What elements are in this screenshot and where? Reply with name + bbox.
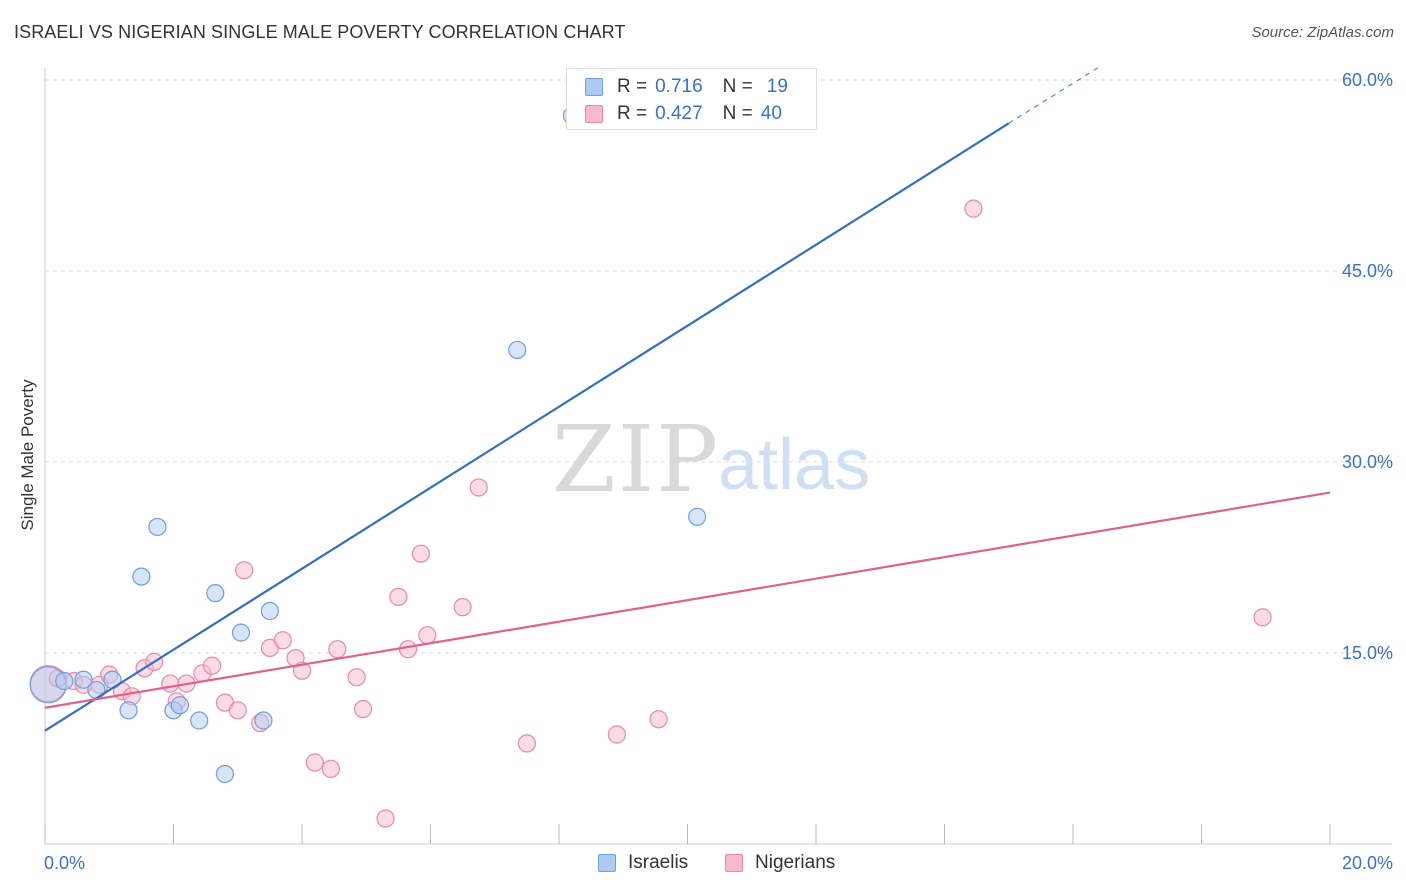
nigerians-point-38	[964, 199, 983, 218]
y-tick-label-3: 60.0%	[1342, 70, 1393, 90]
israelis-point-7	[148, 517, 167, 537]
y-tick-label-2: 45.0%	[1342, 261, 1393, 281]
israelis-legend-label: Israelis	[628, 852, 689, 873]
nigerians-point-35	[517, 734, 536, 753]
trend-lines	[44, 66, 1331, 732]
source-label: Source: ZipAtlas.com	[1251, 24, 1394, 41]
nigerians-point-39	[1253, 608, 1272, 627]
legend-row-israelis: R = 0.716 N = 19	[585, 76, 788, 98]
nigerians-points	[29, 199, 1272, 828]
israelis-point-14	[254, 711, 273, 730]
israelis-swatch	[585, 78, 603, 96]
nigerians-legend-swatch	[725, 854, 743, 872]
israelis-point-11	[206, 584, 225, 603]
israelis-point-13	[231, 623, 251, 642]
nigerians-point-23	[305, 753, 324, 772]
nigerians-r-value: 0.427	[655, 103, 703, 124]
watermark-atlas: atlas	[718, 425, 870, 505]
watermark: ZIP atlas	[552, 406, 870, 513]
nigerians-point-29	[389, 587, 408, 607]
israelis-point-2	[74, 670, 93, 689]
israelis-point-16	[508, 340, 527, 360]
israelis-point-9	[170, 696, 190, 715]
y-tick-label-0: 15.0%	[1342, 643, 1393, 663]
israelis-point-15	[260, 601, 279, 621]
x-tick-label-1: 20.0%	[1342, 853, 1393, 873]
nigerians-point-24	[321, 759, 341, 778]
nigerians-point-31	[411, 544, 430, 563]
israelis-points	[29, 106, 707, 784]
nigerians-n-label: N =	[722, 103, 753, 124]
nigerians-point-26	[347, 668, 366, 687]
israelis-n-value: 19	[766, 76, 788, 97]
legend-row-nigerians: R = 0.427 N = 40	[585, 103, 782, 125]
israelis-point-3	[87, 680, 106, 700]
nigerians-point-17	[235, 561, 254, 580]
nigerians-point-27	[353, 699, 373, 719]
israelis-r-label: R =	[617, 76, 648, 97]
nigerians-swatch	[585, 105, 603, 123]
legend-item-nigerians[interactable]: Nigerians	[725, 852, 835, 874]
nigerians-point-22	[292, 661, 312, 680]
legend-item-israelis[interactable]: Israelis	[598, 852, 688, 874]
nigerians-r-label: R =	[617, 103, 648, 124]
nigerians-point-34	[469, 478, 488, 497]
nigerians-legend-label: Nigerians	[755, 852, 836, 873]
chart-title: ISRAELI VS NIGERIAN SINGLE MALE POVERTY …	[14, 22, 626, 42]
nigerians-point-25	[328, 640, 347, 659]
watermark-zip: ZIP	[552, 406, 720, 513]
israelis-trend-extension	[1008, 66, 1100, 124]
y-axis-label: Single Male Poverty	[18, 379, 37, 531]
israelis-n-label: N =	[722, 76, 753, 97]
israelis-point-5	[119, 701, 138, 720]
nigerians-point-30	[398, 640, 418, 659]
nigerians-point-16	[228, 701, 247, 720]
nigerians-point-28	[376, 809, 395, 828]
nigerians-point-10	[161, 674, 180, 693]
israelis-point-18	[688, 507, 707, 526]
nigerians-point-36	[607, 725, 626, 744]
nigerians-trend-line	[44, 491, 1331, 709]
y-tick-label-1: 30.0%	[1342, 452, 1393, 472]
x-tick-label-0: 0.0%	[44, 853, 85, 873]
correlation-legend: R = 0.716 N = 19 R = 0.427 N = 40	[566, 68, 817, 130]
israelis-r-value: 0.716	[655, 76, 703, 97]
tick-labels: 15.0% 30.0% 45.0% 60.0% 0.0% 20.0%	[44, 70, 1393, 873]
nigerians-point-20	[273, 631, 292, 650]
nigerians-point-32	[418, 626, 437, 645]
nigerians-point-37	[649, 710, 668, 729]
israelis-point-12	[215, 764, 234, 784]
axes	[44, 68, 1392, 845]
series-legend: Israelis Nigerians	[0, 852, 1406, 876]
israelis-trend-line	[44, 122, 1010, 732]
israelis-point-10	[190, 711, 209, 730]
israelis-point-1	[55, 671, 74, 691]
israelis-legend-swatch	[598, 854, 616, 872]
nigerians-point-33	[453, 598, 472, 617]
nigerians-point-14	[202, 656, 222, 675]
israelis-point-6	[132, 567, 151, 586]
nigerians-n-value: 40	[760, 103, 782, 124]
